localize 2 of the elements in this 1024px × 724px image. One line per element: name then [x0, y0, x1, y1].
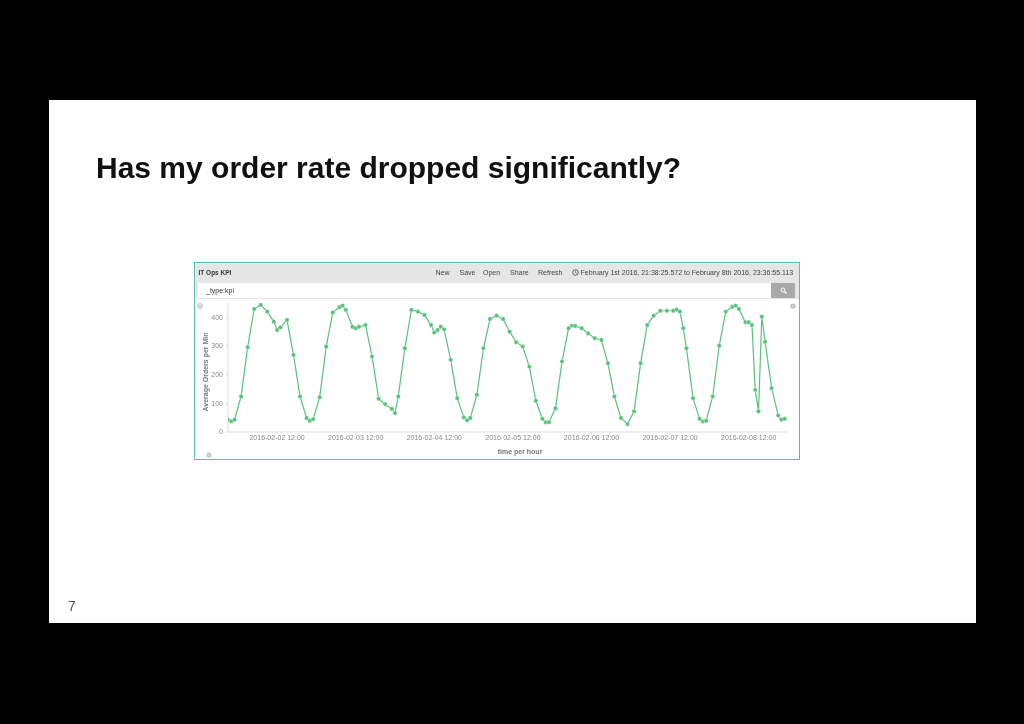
text: 7: [68, 598, 76, 614]
chart-title: Has my order rate dropped significantly?: [96, 151, 682, 184]
